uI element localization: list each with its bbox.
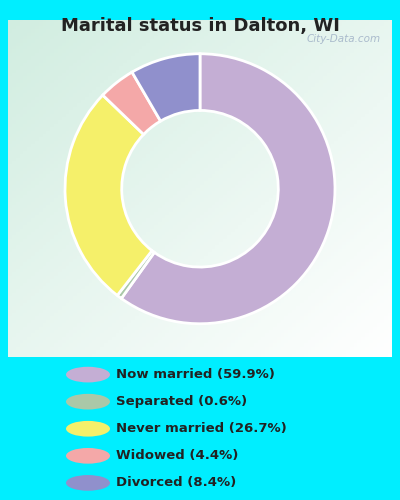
Text: Widowed (4.4%): Widowed (4.4%)	[116, 450, 238, 462]
Circle shape	[66, 421, 110, 436]
Text: Now married (59.9%): Now married (59.9%)	[116, 368, 275, 381]
Text: Marital status in Dalton, WI: Marital status in Dalton, WI	[60, 18, 340, 36]
Text: Divorced (8.4%): Divorced (8.4%)	[116, 476, 236, 490]
Wedge shape	[117, 250, 154, 298]
Text: Separated (0.6%): Separated (0.6%)	[116, 395, 247, 408]
Circle shape	[66, 448, 110, 464]
Circle shape	[66, 394, 110, 409]
Wedge shape	[65, 95, 152, 296]
Text: City-Data.com: City-Data.com	[306, 34, 380, 43]
Circle shape	[66, 367, 110, 382]
Wedge shape	[103, 72, 160, 134]
Wedge shape	[121, 54, 335, 324]
Text: Never married (26.7%): Never married (26.7%)	[116, 422, 287, 435]
Wedge shape	[132, 54, 200, 121]
Circle shape	[66, 475, 110, 490]
